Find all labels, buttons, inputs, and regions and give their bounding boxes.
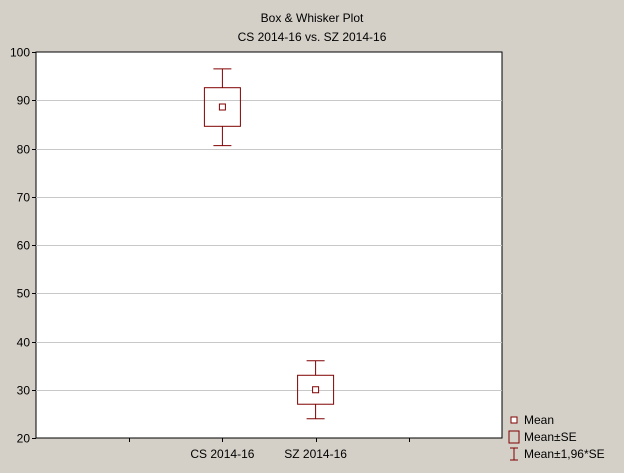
x-tick-label: SZ 2014-16 <box>284 447 347 461</box>
legend-box-icon <box>508 430 520 444</box>
x-axis: CS 2014-16 SZ 2014-16 <box>129 438 410 461</box>
legend-item: Mean±SE <box>508 430 577 444</box>
chart-subtitle: CS 2014-16 vs. SZ 2014-16 <box>238 30 387 44</box>
y-tick-label: 50 <box>17 287 31 301</box>
y-tick-label: 90 <box>17 94 31 108</box>
legend-item: Mean <box>510 413 554 427</box>
legend-label: Mean <box>524 413 554 427</box>
y-tick-label: 100 <box>10 46 30 60</box>
x-tick-label: CS 2014-16 <box>190 447 254 461</box>
y-tick-label: 20 <box>17 432 31 446</box>
box-group <box>297 360 335 420</box>
legend-mean-icon <box>510 416 518 424</box>
y-tick-label: 60 <box>17 239 31 253</box>
y-axis: 20 30 40 50 60 70 80 90 100 <box>10 46 36 446</box>
y-tick-label: 30 <box>17 384 31 398</box>
se-box <box>297 374 335 405</box>
box-group <box>203 68 241 147</box>
boxes <box>203 68 335 420</box>
gridlines <box>36 100 502 391</box>
chart-title: Box & Whisker Plot <box>261 11 364 25</box>
legend-label: Mean±1,96*SE <box>524 447 605 461</box>
legend-item: Mean±1,96*SE <box>510 447 605 461</box>
legend-label: Mean±SE <box>524 430 577 444</box>
y-tick-label: 40 <box>17 336 31 350</box>
y-tick-label: 70 <box>17 191 31 205</box>
mean-marker <box>312 386 320 394</box>
legend: Mean Mean±SE Mean±1,96*SE <box>508 413 605 461</box>
mean-marker <box>218 103 226 111</box>
y-tick-label: 80 <box>17 143 31 157</box>
se-box <box>203 87 241 127</box>
